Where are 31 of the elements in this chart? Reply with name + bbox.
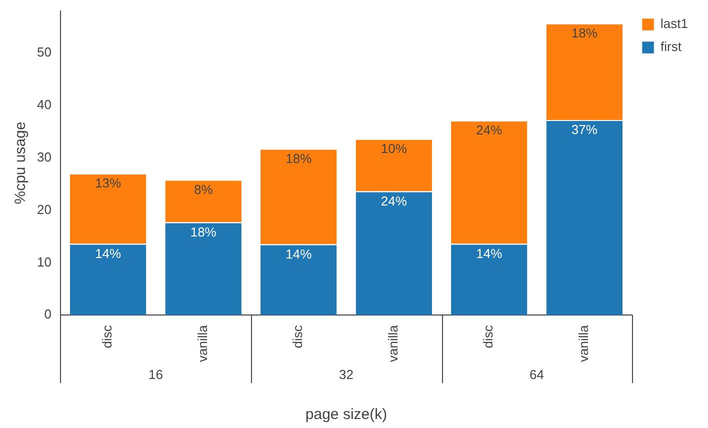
data-label: 24% [476,122,503,138]
text: 64 [530,367,544,382]
data-label: 14% [95,246,122,261]
y-tick-label: 10 [36,254,52,270]
x-axis-title: page size(k) [305,406,388,424]
y-tick-label: 40 [36,96,52,112]
y-tick-label: 0 [44,306,52,322]
data-label: 37% [571,122,598,138]
text: 16 [148,367,163,382]
data-label: 24% [380,193,408,208]
x-tick-label: disc [100,324,115,348]
data-label: 8% [194,182,214,197]
x-tick-label: vanilla [576,324,591,362]
data-label: 18% [286,150,312,166]
data-label: 14% [476,246,503,261]
legend-label: first [660,39,682,54]
data-label: 18% [571,25,598,40]
y-axis-title: %cpu usage [12,122,30,204]
x-tick-label: vanilla [194,324,210,362]
data-label: 10% [380,140,408,156]
y-tick-label: 30 [36,149,52,164]
text: 32 [339,367,354,382]
x-tick-label: disc [480,324,496,348]
legend-label: last1 [660,16,688,32]
y-tick-label: 50 [36,44,52,60]
data-label: 13% [95,176,122,191]
y-tick-label: 20 [36,202,52,217]
x-tick-label: vanilla [385,324,400,362]
data-label: 14% [286,246,312,262]
x-tick-label: disc [290,324,306,348]
data-label: 18% [190,224,217,240]
